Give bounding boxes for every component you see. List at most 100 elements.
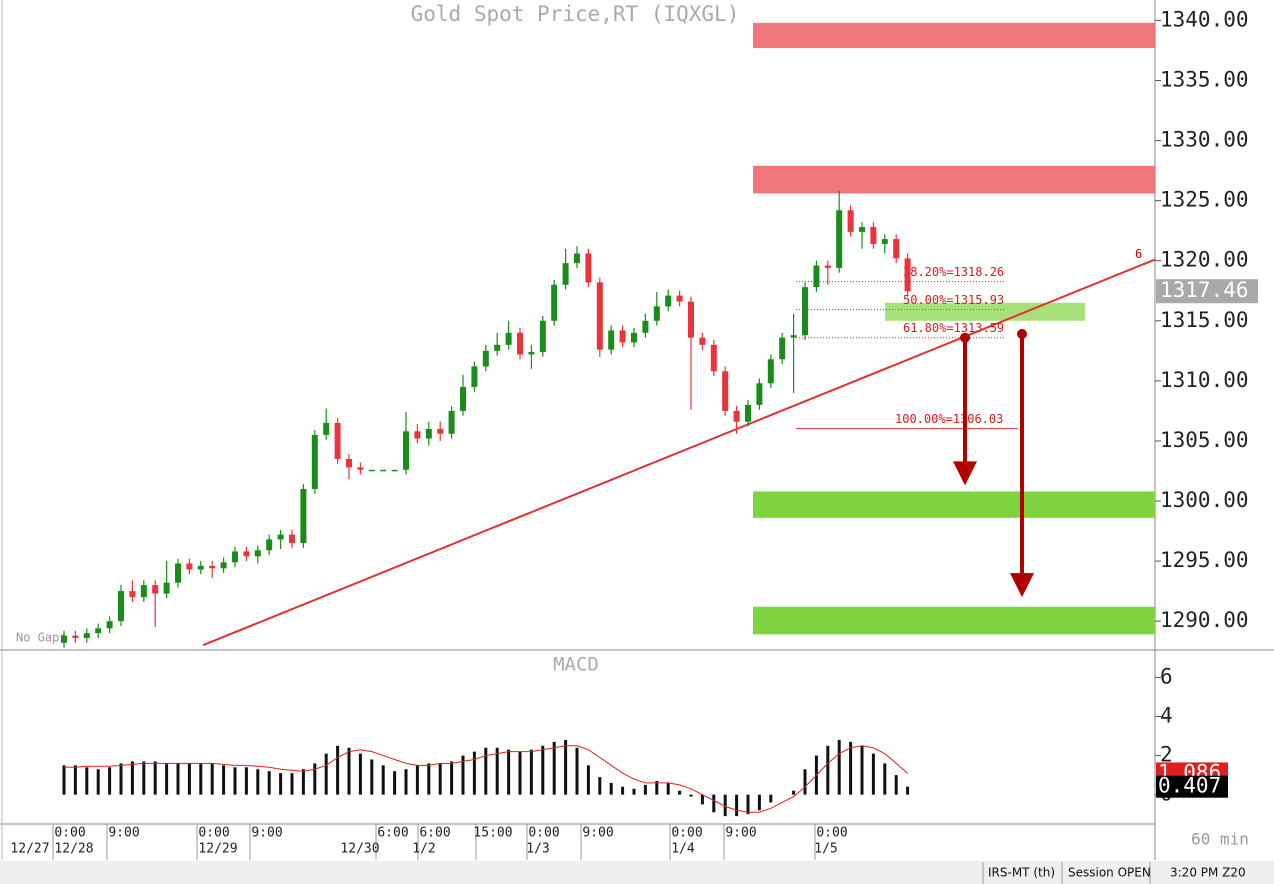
candle-body	[277, 534, 284, 540]
candle-body	[186, 563, 193, 570]
candle-body	[870, 227, 877, 244]
date-label: 12/30	[340, 842, 379, 857]
y-tick-label: 1315.00	[1160, 308, 1249, 332]
candle-body	[323, 422, 330, 435]
candle-body	[494, 344, 501, 351]
fib-label: 100.00%=1306.03	[895, 412, 1003, 426]
candle-body	[346, 458, 352, 468]
time-label: 0:00	[198, 826, 229, 841]
interval-label: 60 min	[1191, 830, 1249, 849]
candle-body	[83, 633, 90, 638]
candle-body	[460, 386, 466, 411]
arrow-start	[1017, 329, 1027, 340]
date-label: 1/3	[526, 842, 549, 857]
candle-body	[175, 563, 181, 583]
candle-body	[300, 489, 307, 544]
candle-body	[722, 371, 729, 411]
candle-body	[197, 565, 204, 570]
candle-body	[631, 332, 637, 343]
time-label: 0:00	[816, 826, 847, 841]
candle-body	[665, 295, 672, 307]
status-text: Session OPEN	[1068, 866, 1151, 880]
candle-body	[653, 306, 660, 321]
zone	[753, 22, 1155, 49]
candle-body	[824, 265, 831, 268]
time-label: 15:00	[473, 826, 512, 841]
candle-body	[471, 366, 478, 387]
y-tick-label: 1295.00	[1160, 548, 1249, 572]
candle-body	[311, 434, 318, 490]
time-label: 0:00	[671, 826, 702, 841]
y-tick-label: 1320.00	[1160, 248, 1249, 272]
time-label: 9:00	[251, 826, 282, 841]
date-label: 1/5	[814, 842, 837, 857]
candle-body	[437, 428, 444, 434]
candle-body	[482, 350, 489, 367]
candle-body	[539, 320, 546, 353]
candle-body	[95, 628, 102, 634]
date-label: 1/4	[671, 842, 695, 857]
y-tick-label: 1325.00	[1160, 188, 1249, 212]
candle-body	[414, 431, 421, 439]
trendline-label: 6	[1135, 247, 1142, 261]
date-label: 12/27	[10, 842, 49, 857]
arrow-head	[1010, 573, 1034, 598]
date-label: 12/29	[198, 842, 237, 857]
y-tick-label: 1305.00	[1160, 428, 1249, 452]
candle-body	[562, 263, 569, 285]
zone	[753, 165, 1155, 194]
candle-body	[608, 330, 615, 350]
time-label: 0:00	[54, 826, 85, 841]
y-tick-label: 1300.00	[1160, 488, 1249, 512]
candle-body	[893, 239, 900, 259]
candle-body	[767, 359, 774, 384]
candle-body	[813, 265, 820, 288]
y-tick-label: 1330.00	[1160, 128, 1249, 152]
time-label: 9:00	[582, 826, 613, 841]
candle-body	[232, 551, 238, 563]
candle-body	[676, 295, 683, 302]
candle-body	[756, 383, 763, 405]
last-price-box	[1156, 279, 1258, 304]
y-tick-label: 1335.00	[1160, 67, 1249, 91]
no-gaps-label: No Gaps	[16, 631, 67, 645]
candle-body	[585, 253, 592, 283]
time-label: 9:00	[725, 826, 756, 841]
candle-body	[699, 337, 706, 345]
candle-body	[836, 210, 843, 268]
candle-body	[243, 551, 250, 557]
candle-body	[403, 431, 409, 470]
candle-body	[152, 585, 159, 594]
y-tick-label: 1290.00	[1160, 608, 1249, 632]
y-tick-label: 1340.00	[1160, 7, 1249, 31]
candle-body	[266, 539, 273, 551]
fib-label: 50.00%=1315.93	[903, 293, 1004, 307]
candle-body	[220, 562, 227, 569]
signal-line	[64, 745, 908, 813]
status-text: 3:20 PM Z20	[1170, 866, 1246, 880]
candle-body	[528, 352, 535, 355]
fib-label: 61.80%=1313.59	[903, 321, 1004, 335]
status-text: IRS-MT (th)	[988, 866, 1055, 880]
candle-body	[642, 320, 649, 333]
candle-body	[140, 585, 147, 598]
candle-body	[733, 410, 740, 422]
candle-body	[357, 467, 364, 470]
candle-body	[802, 287, 808, 336]
histogram-value-label: 0.407	[1158, 774, 1221, 798]
time-label: 9:00	[108, 826, 139, 841]
candle-body	[517, 332, 523, 355]
candle-body	[118, 591, 124, 622]
candle-body	[847, 210, 854, 232]
candle-body	[72, 635, 79, 638]
arrow-head	[953, 461, 977, 486]
candle-body	[391, 469, 398, 472]
time-label: 6:00	[377, 826, 408, 841]
status-bar	[0, 861, 1274, 884]
candle-body	[448, 410, 455, 434]
candle-body	[859, 227, 865, 232]
candle-body	[209, 565, 216, 569]
candle-body	[106, 621, 113, 629]
candle-body	[688, 301, 694, 338]
